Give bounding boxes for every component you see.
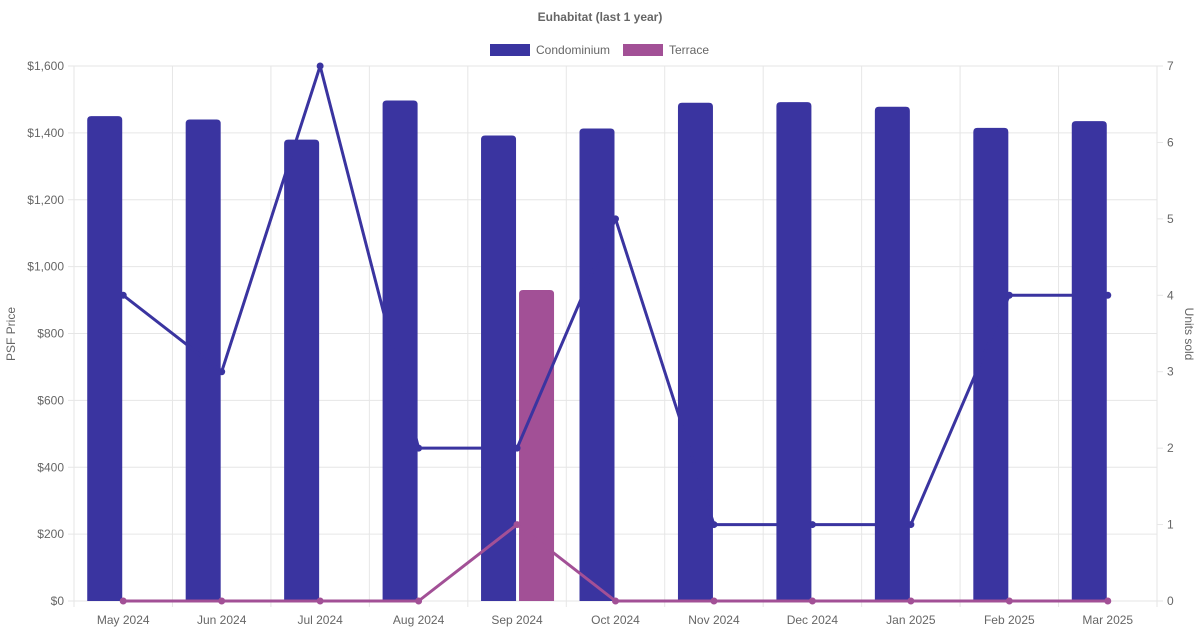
point-condominium[interactable] <box>710 521 718 529</box>
bar-condominium[interactable] <box>874 106 910 601</box>
legend-item-terrace[interactable]: Terrace <box>623 43 709 57</box>
y-right-tick-label: 1 <box>1167 518 1174 532</box>
y-right-tick-label: 4 <box>1167 288 1174 302</box>
x-tick-label: May 2024 <box>97 613 150 627</box>
bar-condominium[interactable] <box>973 127 1009 601</box>
point-terrace[interactable] <box>316 597 324 605</box>
y-left-tick-label: $1,200 <box>27 193 64 207</box>
legend-label-condominium: Condominium <box>536 43 610 57</box>
legend: Condominium Terrace <box>490 43 709 57</box>
bar-condominium[interactable] <box>579 128 615 601</box>
legend-swatch-terrace <box>623 44 663 56</box>
y-left-tick-label: $0 <box>51 594 65 608</box>
bar-condominium[interactable] <box>776 102 812 602</box>
bar-condominium[interactable] <box>481 135 517 602</box>
point-condominium[interactable] <box>808 521 816 529</box>
y-right-axis-title: Units sold <box>1182 308 1196 361</box>
y-right-tick-label: 6 <box>1167 135 1174 149</box>
y-right-tick-label: 7 <box>1167 59 1174 73</box>
y-left-tick-label: $400 <box>37 460 64 474</box>
point-condominium[interactable] <box>1104 291 1112 299</box>
point-condominium[interactable] <box>119 291 127 299</box>
lines <box>119 62 1112 605</box>
bar-condominium[interactable] <box>382 100 418 602</box>
point-condominium[interactable] <box>218 368 226 376</box>
bar-condominium[interactable] <box>1071 121 1107 601</box>
y-left-tick-labels: $0 $200 $400 $600 $800 $1,000 $1,200 $1,400 $1,6… <box>27 59 64 608</box>
point-terrace[interactable] <box>513 521 521 529</box>
point-condominium[interactable] <box>1005 291 1013 299</box>
point-terrace[interactable] <box>808 597 816 605</box>
point-terrace[interactable] <box>1104 597 1112 605</box>
point-condominium[interactable] <box>612 215 619 223</box>
y-right-tick-label: 0 <box>1167 594 1174 608</box>
point-terrace[interactable] <box>415 597 423 605</box>
bar-condominium[interactable] <box>284 139 320 601</box>
x-tick-label: Oct 2024 <box>591 613 640 627</box>
point-terrace[interactable] <box>710 597 718 605</box>
y-left-tick-label: $800 <box>37 327 64 341</box>
y-left-tick-label: $1,000 <box>27 260 64 274</box>
y-right-tick-label: 3 <box>1167 365 1174 379</box>
y-left-axis-title: PSF Price <box>4 307 18 361</box>
bar-condominium[interactable] <box>87 116 123 601</box>
y-left-tick-label: $1,400 <box>27 126 64 140</box>
point-condominium[interactable] <box>513 444 521 452</box>
point-condominium[interactable] <box>907 521 915 529</box>
chart-title: Euhabitat (last 1 year) <box>538 10 663 24</box>
bar-condominium[interactable] <box>185 119 221 602</box>
point-terrace[interactable] <box>907 597 915 605</box>
bar-terrace[interactable] <box>519 290 555 601</box>
x-tick-label: Jan 2025 <box>886 613 936 627</box>
y-left-tick-label: $600 <box>37 393 64 407</box>
y-right-tick-labels: 0 1 2 3 4 5 6 7 <box>1167 59 1174 608</box>
bar-condominium[interactable] <box>677 102 713 601</box>
point-terrace[interactable] <box>218 597 226 605</box>
y-right-tick-label: 5 <box>1167 212 1174 226</box>
legend-swatch-condominium <box>490 44 530 56</box>
point-terrace[interactable] <box>612 597 619 605</box>
point-terrace[interactable] <box>1005 597 1013 605</box>
point-condominium[interactable] <box>316 62 324 70</box>
y-right-tick-label: 2 <box>1167 441 1174 455</box>
x-tick-label: Mar 2025 <box>1082 613 1133 627</box>
bars <box>87 100 1107 602</box>
point-condominium[interactable] <box>415 444 423 452</box>
x-tick-label: Feb 2025 <box>984 613 1035 627</box>
x-tick-label: Nov 2024 <box>688 613 740 627</box>
y-left-tick-label: $1,600 <box>27 59 64 73</box>
y-left-tick-label: $200 <box>37 527 64 541</box>
x-tick-label: Jul 2024 <box>297 613 343 627</box>
x-tick-label: Sep 2024 <box>491 613 543 627</box>
x-tick-labels: May 2024 Jun 2024 Jul 2024 Aug 2024 Sep 2024… <box>97 613 1134 627</box>
x-tick-label: Jun 2024 <box>197 613 247 627</box>
legend-item-condominium[interactable]: Condominium <box>490 43 610 57</box>
point-terrace[interactable] <box>119 597 127 605</box>
x-tick-label: Aug 2024 <box>393 613 445 627</box>
legend-label-terrace: Terrace <box>669 43 709 57</box>
x-tick-label: Dec 2024 <box>787 613 839 627</box>
